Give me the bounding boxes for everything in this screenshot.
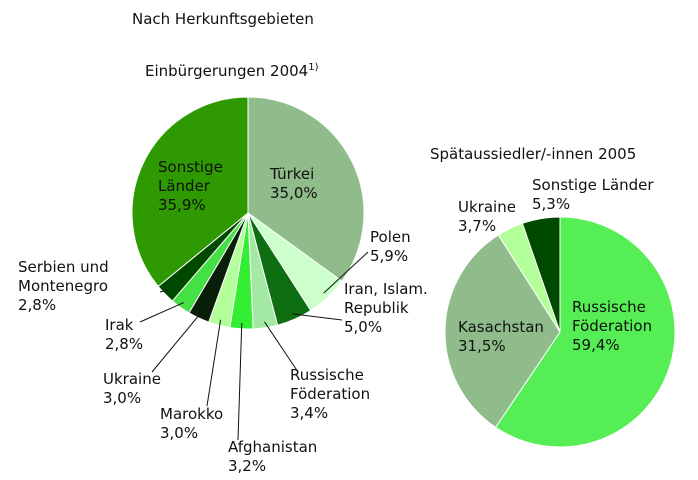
slice-label: Russische Föderation 59,4%	[572, 298, 672, 355]
slice-label: Sonstige Länder 35,9%	[158, 158, 238, 215]
category-label: Sonstige Länder	[532, 176, 654, 194]
category-label: Kasachstan	[458, 318, 544, 336]
pie-slice	[494, 216, 676, 448]
title-note: 1)	[308, 62, 319, 73]
slice-label: Sonstige Länder 5,3%	[532, 176, 682, 214]
category-label: Serbien und Montenegro	[18, 258, 109, 295]
leader-line	[237, 323, 243, 441]
category-label: Irak	[105, 316, 134, 334]
category-label: Türkei	[270, 165, 315, 183]
leader-line	[323, 251, 369, 294]
slice-label: Afghanistan 3,2%	[228, 438, 338, 476]
slice-label: Ukraine 3,7%	[458, 198, 538, 236]
chart-title: Einbürgerungen 20041)	[145, 62, 318, 80]
pie-slice	[521, 216, 561, 333]
chart-title: Spätaussiedler/-innen 2005	[430, 145, 637, 163]
slice-label: Iran, Islam. Republik 5,0%	[344, 280, 444, 337]
value-label: 59,4%	[572, 336, 620, 354]
slice-label: Türkei 35,0%	[270, 165, 350, 203]
category-label: Russische Föderation	[572, 298, 653, 335]
category-label: Iran, Islam. Republik	[344, 280, 428, 317]
value-label: 3,2%	[228, 457, 267, 475]
slice-label: Irak 2,8%	[105, 316, 165, 354]
leader-line	[139, 302, 184, 323]
category-label: Marokko	[160, 405, 224, 423]
pie-slice	[247, 96, 365, 282]
value-label: 35,9%	[158, 196, 206, 214]
category-label: Ukraine	[103, 370, 161, 388]
leader-line	[206, 319, 222, 407]
value-label: 3,0%	[103, 389, 142, 407]
category-label: Sonstige Länder	[158, 158, 223, 195]
pie-slice	[131, 96, 249, 288]
value-label: 5,3%	[532, 195, 571, 213]
category-label: Afghanistan	[228, 438, 318, 456]
slice-label: Kasachstan 31,5%	[458, 318, 558, 356]
value-label: 5,0%	[344, 318, 383, 336]
value-label: 2,8%	[18, 296, 57, 314]
value-label: 5,9%	[370, 247, 409, 265]
leader-line	[264, 321, 299, 373]
slice-label: Polen 5,9%	[370, 228, 430, 266]
value-label: 3,0%	[160, 424, 199, 442]
slice-label: Serbien und Montenegro 2,8%	[18, 258, 138, 315]
value-label: 2,8%	[105, 335, 144, 353]
category-label: Polen	[370, 228, 411, 246]
leader-line	[151, 312, 202, 373]
pie-slice	[444, 234, 561, 428]
slice-label: Russische Föderation 3,4%	[290, 366, 390, 423]
category-label: Russische Föderation	[290, 366, 371, 403]
title-text: Einbürgerungen 2004	[145, 62, 309, 80]
category-label: Ukraine	[458, 198, 516, 216]
value-label: 31,5%	[458, 337, 506, 355]
value-label: 35,0%	[270, 184, 318, 202]
heading: Nach Herkunftsgebieten	[132, 10, 314, 28]
slice-label: Marokko 3,0%	[160, 405, 240, 443]
leader-line	[292, 313, 343, 321]
value-label: 3,4%	[290, 404, 329, 422]
leader-line	[159, 289, 170, 293]
value-label: 3,7%	[458, 217, 497, 235]
slice-label: Ukraine 3,0%	[103, 370, 183, 408]
